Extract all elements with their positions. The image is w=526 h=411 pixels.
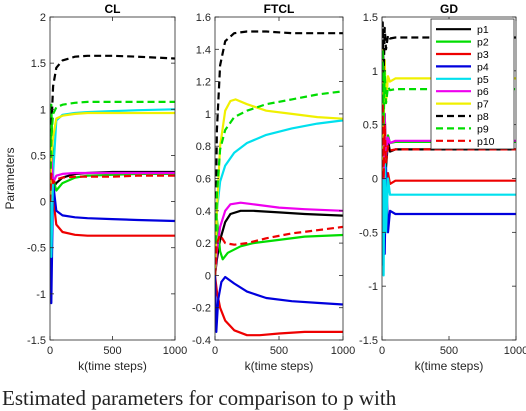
legend-label-p8: p8 xyxy=(477,111,489,123)
legend-label-p4: p4 xyxy=(477,61,489,73)
chart-title: FTCL xyxy=(264,2,295,16)
series-line-p7 xyxy=(215,98,343,276)
legend-label-p3: p3 xyxy=(477,49,489,61)
series-line-p4 xyxy=(215,275,343,333)
axes-box xyxy=(214,16,344,341)
legend-label-p6: p6 xyxy=(477,86,489,98)
series-line-p9 xyxy=(382,48,516,179)
x-axis-label: k(time steps) xyxy=(78,359,147,373)
legend-label-p2: p2 xyxy=(477,37,489,49)
y-axis-label: Parameters xyxy=(3,147,17,209)
x-tick-label: 1000 xyxy=(163,345,187,357)
y-tick-label: 1.5 xyxy=(31,58,46,70)
legend-box xyxy=(430,18,515,150)
series-group xyxy=(215,30,343,337)
y-tick-label: -1 xyxy=(368,281,378,293)
y-tick-label: 2 xyxy=(40,12,46,24)
x-tick-label: 1000 xyxy=(331,345,355,357)
series-line-p8 xyxy=(50,54,175,202)
series-line-p2 xyxy=(50,103,175,202)
legend-label-p10: p10 xyxy=(477,136,495,148)
panel-gd: 0 500 1000 -1.5 -1 -0.5 0 0.5 1 1.5 GD k(time steps… xyxy=(359,2,526,373)
x-tick-label: 1000 xyxy=(504,345,526,357)
y-tick-label: 0.2 xyxy=(196,238,211,250)
y-tick-label: -0.2 xyxy=(192,303,211,315)
panel-cl: 0 500 1000 -1.5 -1 -0.5 0 0.5 1 1.5 2 CL k(time step… xyxy=(3,2,187,373)
y-tick-label: 0.4 xyxy=(196,206,211,218)
x-tick-label: 0 xyxy=(212,345,218,357)
y-tick-label: 1.2 xyxy=(196,77,211,89)
series-line-p8 xyxy=(382,21,516,179)
y-tick-label: 0.8 xyxy=(196,141,211,153)
x-tick-label: 500 xyxy=(440,345,458,357)
series-line-p9 xyxy=(50,100,175,202)
series-line-p4 xyxy=(382,134,516,266)
series-line-p10 xyxy=(215,225,343,276)
legend-label-p9: p9 xyxy=(477,123,489,135)
series-line-p1 xyxy=(50,117,175,202)
series-line-p6 xyxy=(50,154,175,202)
series-line-p8 xyxy=(215,30,343,276)
axes-box xyxy=(49,16,176,341)
series-line-p10 xyxy=(382,102,516,180)
series-line-p7 xyxy=(50,111,175,202)
y-tick-label: 1 xyxy=(205,109,211,121)
legend-label-p7: p7 xyxy=(477,99,489,111)
y-tick-label: 1.4 xyxy=(196,44,211,56)
y-tick-label: 0 xyxy=(40,197,46,209)
y-tick-label: 1.5 xyxy=(363,12,378,24)
series-line-p2 xyxy=(215,217,343,276)
y-tick-label: 0 xyxy=(205,270,211,282)
series-line-p10 xyxy=(50,172,175,202)
x-tick-label: 0 xyxy=(379,345,385,357)
chart-title: GD xyxy=(440,2,458,16)
panel-ftcl: 0 500 1000 -0.4 -0.2 0 0.2 0.4 0.6 0.8 1 1.2 1.4 1.6 F… xyxy=(192,2,355,373)
y-tick-label: -1 xyxy=(36,289,46,301)
y-tick-label: 1.6 xyxy=(196,12,211,24)
x-axis-label: k(time steps) xyxy=(245,359,314,373)
figure-caption: Estimated parameters for comparison to p… xyxy=(2,386,397,410)
legend-label-p5: p5 xyxy=(477,74,489,86)
x-tick-label: 500 xyxy=(270,345,288,357)
y-tick-label: 1 xyxy=(40,104,46,116)
y-tick-label: -0.5 xyxy=(27,243,46,255)
x-tick-label: 0 xyxy=(47,345,53,357)
y-tick-label: -1.5 xyxy=(359,335,378,347)
y-tick-label: 0.5 xyxy=(31,150,46,162)
legend-label-p1: p1 xyxy=(477,24,489,36)
series-line-p9 xyxy=(215,90,343,276)
series-group xyxy=(50,54,175,305)
y-tick-label: -0.5 xyxy=(359,227,378,239)
chart-title: CL xyxy=(105,2,121,16)
x-tick-label: 500 xyxy=(103,345,121,357)
series-line-p1 xyxy=(215,209,343,276)
y-tick-label: -0.4 xyxy=(192,335,211,347)
y-tick-label: 0.5 xyxy=(363,120,378,132)
series-line-p4 xyxy=(50,182,175,305)
y-tick-label: 1 xyxy=(372,66,378,78)
series-line-p5 xyxy=(215,119,343,276)
y-tick-label: 0 xyxy=(372,174,378,186)
y-tick-label: 0.6 xyxy=(196,174,211,186)
x-axis-label: k(time steps) xyxy=(415,359,484,373)
y-tick-label: -1.5 xyxy=(27,335,46,347)
